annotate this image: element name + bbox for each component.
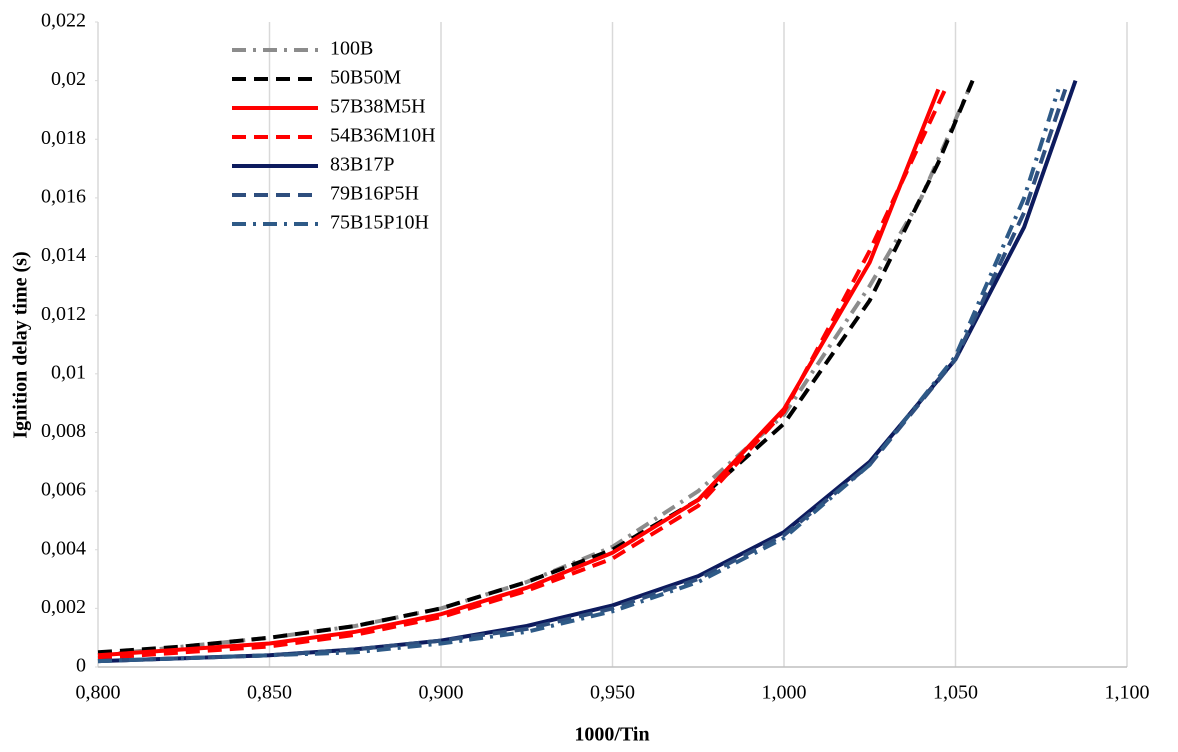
x-tick-label: 0,900 [419,682,464,704]
legend-label: 100B [330,38,373,60]
y-tick-label: 0,012 [41,303,86,325]
y-tick-label: 0,02 [51,68,86,90]
y-tick-label: 0,004 [41,537,86,559]
y-tick-label: 0,014 [41,244,86,266]
series-line [97,88,1068,664]
x-tick-label: 0,800 [76,682,121,704]
legend-label: 50B50M [330,67,401,89]
x-tick-label: 1,050 [933,682,978,704]
y-tick-label: 0,008 [41,420,86,442]
y-tick-label: 0,002 [41,596,86,618]
x-tick-label: 1,000 [762,682,807,704]
series-line [97,88,948,661]
series-line [97,79,975,655]
x-tick-label: 0,950 [590,682,635,704]
legend-label: 79B16P5H [330,183,419,205]
y-tick-label: 0,016 [41,186,86,208]
x-tick-label: 1,100 [1105,682,1150,704]
y-tick-label: 0,006 [41,479,86,501]
y-tick-label: 0,018 [41,127,86,149]
legend-label: 57B38M5H [330,96,426,118]
y-tick-label: 0,022 [41,10,86,32]
x-tick-label: 0,850 [247,682,292,704]
legend-label: 83B17P [330,154,394,176]
series-line [97,88,1061,664]
x-axis-title: 1000/Tin [574,724,649,746]
legend-label: 75B15P10H [330,212,429,234]
series-line [97,79,975,658]
y-tick-label: 0,01 [51,361,86,383]
y-axis-title: Ignition delay time (s) [10,251,32,438]
legend-label: 54B36M10H [330,125,436,147]
y-tick-label: 0 [76,655,86,677]
